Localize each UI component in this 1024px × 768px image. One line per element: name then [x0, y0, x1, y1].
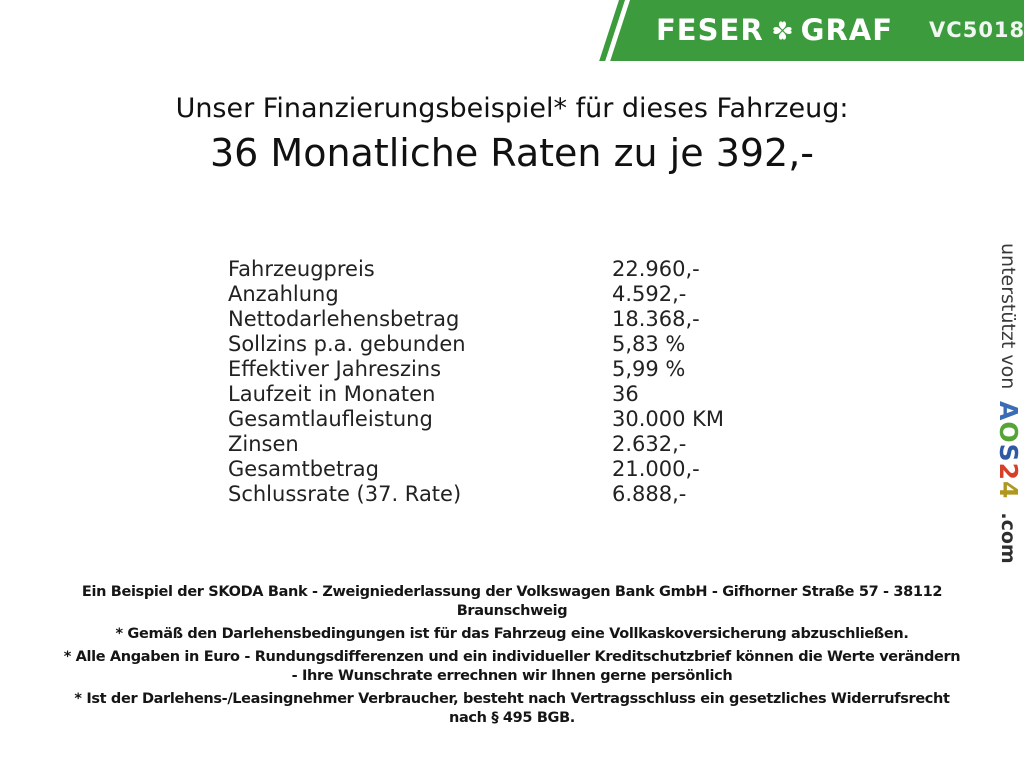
row-label: Anzahlung — [228, 282, 339, 306]
legal-line: Ein Beispiel der SKODA Bank - Zweigniede… — [81, 584, 943, 600]
row-label: Gesamtlaufleistung — [228, 407, 433, 431]
row-label: Schlussrate (37. Rate) — [228, 482, 462, 506]
finance-table: Fahrzeugpreis 22.960,- Anzahlung 4.592,-… — [228, 257, 788, 507]
row-label: Nettodarlehensbetrag — [228, 307, 460, 331]
row-label: Zinsen — [228, 432, 299, 456]
table-row: Effektiver Jahreszins 5,99 % — [228, 357, 788, 382]
aos24-letter: 2 — [994, 462, 1023, 482]
table-row: Schlussrate (37. Rate) 6.888,- — [228, 482, 788, 507]
row-label: Effektiver Jahreszins — [228, 357, 442, 381]
bank-address-paragraph: Ein Beispiel der SKODA Bank - Zweigniede… — [30, 583, 994, 621]
row-label: Fahrzeugpreis — [228, 257, 375, 281]
table-row: Laufzeit in Monaten 36 — [228, 382, 788, 407]
brand-word-feser: FESER — [656, 13, 764, 47]
table-row: Fahrzeugpreis 22.960,- — [228, 257, 788, 282]
table-row: Gesamtlaufleistung 30.000 KM — [228, 407, 788, 432]
row-value: 5,83 % — [612, 332, 686, 356]
brand-logo: FESER GRAF — [656, 16, 893, 45]
table-row: Anzahlung 4.592,- — [228, 282, 788, 307]
clover-icon — [773, 21, 792, 40]
row-value: 6.888,- — [612, 482, 687, 506]
table-row: Zinsen 2.632,- — [228, 432, 788, 457]
aos24-logo: AOS24 — [994, 395, 1023, 505]
row-value: 30.000 KM — [612, 407, 725, 431]
aos24-letter: 4 — [994, 481, 1023, 500]
brand-banner: FESER GRAF VC50185 — [630, 0, 1024, 61]
row-value: 4.592,- — [612, 282, 687, 306]
monthly-rate-title: 36 Monatliche Raten zu je 392,- — [209, 131, 815, 175]
euro-rounding-paragraph: * Alle Angaben in Euro - Rundungsdiffere… — [30, 648, 994, 686]
legal-line: Braunschweig — [456, 603, 568, 619]
legal-footer: Ein Beispiel der SKODA Bank - Zweigniede… — [30, 583, 994, 732]
legal-line: - Ihre Wunschrate errechnen wir Ihnen ge… — [291, 668, 733, 684]
row-label: Sollzins p.a. gebunden — [228, 332, 466, 356]
legal-line: nach § 495 BGB. — [449, 710, 575, 726]
legal-line: * Ist der Darlehens-/Leasingnehmer Verbr… — [74, 691, 950, 707]
withdrawal-right-paragraph: * Ist der Darlehens-/Leasingnehmer Verbr… — [30, 690, 994, 728]
supported-by-label: unterstützt von — [997, 243, 1019, 396]
row-label: Laufzeit in Monaten — [228, 382, 436, 406]
row-value: 22.960,- — [612, 257, 700, 281]
row-value: 2.632,- — [612, 432, 687, 456]
row-value: 36 — [612, 382, 639, 406]
aos24-letter: S — [994, 443, 1023, 463]
aos24-domain-suffix: .com — [997, 505, 1019, 564]
table-row: Gesamtbetrag 21.000,- — [228, 457, 788, 482]
row-value: 21.000,- — [612, 457, 700, 481]
table-row: Sollzins p.a. gebunden 5,83 % — [228, 332, 788, 357]
brand-word-graf: GRAF — [800, 13, 894, 47]
aos24-letter: O — [994, 421, 1023, 444]
financing-example-title: Unser Finanzierungsbeispiel* für dieses … — [175, 93, 849, 124]
supported-by-strip: unterstützt von AOS24 .com — [994, 243, 1023, 564]
heading-block: Unser Finanzierungsbeispiel* für dieses … — [0, 90, 1024, 178]
row-value: 5,99 % — [612, 357, 686, 381]
legal-line: * Alle Angaben in Euro - Rundungsdiffere… — [63, 649, 961, 665]
row-label: Gesamtbetrag — [228, 457, 380, 481]
vehicle-code: VC50185 — [929, 18, 1024, 42]
legal-line: * Gemäß den Darlehensbedingungen ist für… — [115, 626, 909, 642]
insurance-note-paragraph: * Gemäß den Darlehensbedingungen ist für… — [30, 625, 994, 644]
table-row: Nettodarlehensbetrag 18.368,- — [228, 307, 788, 332]
row-value: 18.368,- — [612, 307, 700, 331]
aos24-letter: A — [994, 401, 1023, 422]
